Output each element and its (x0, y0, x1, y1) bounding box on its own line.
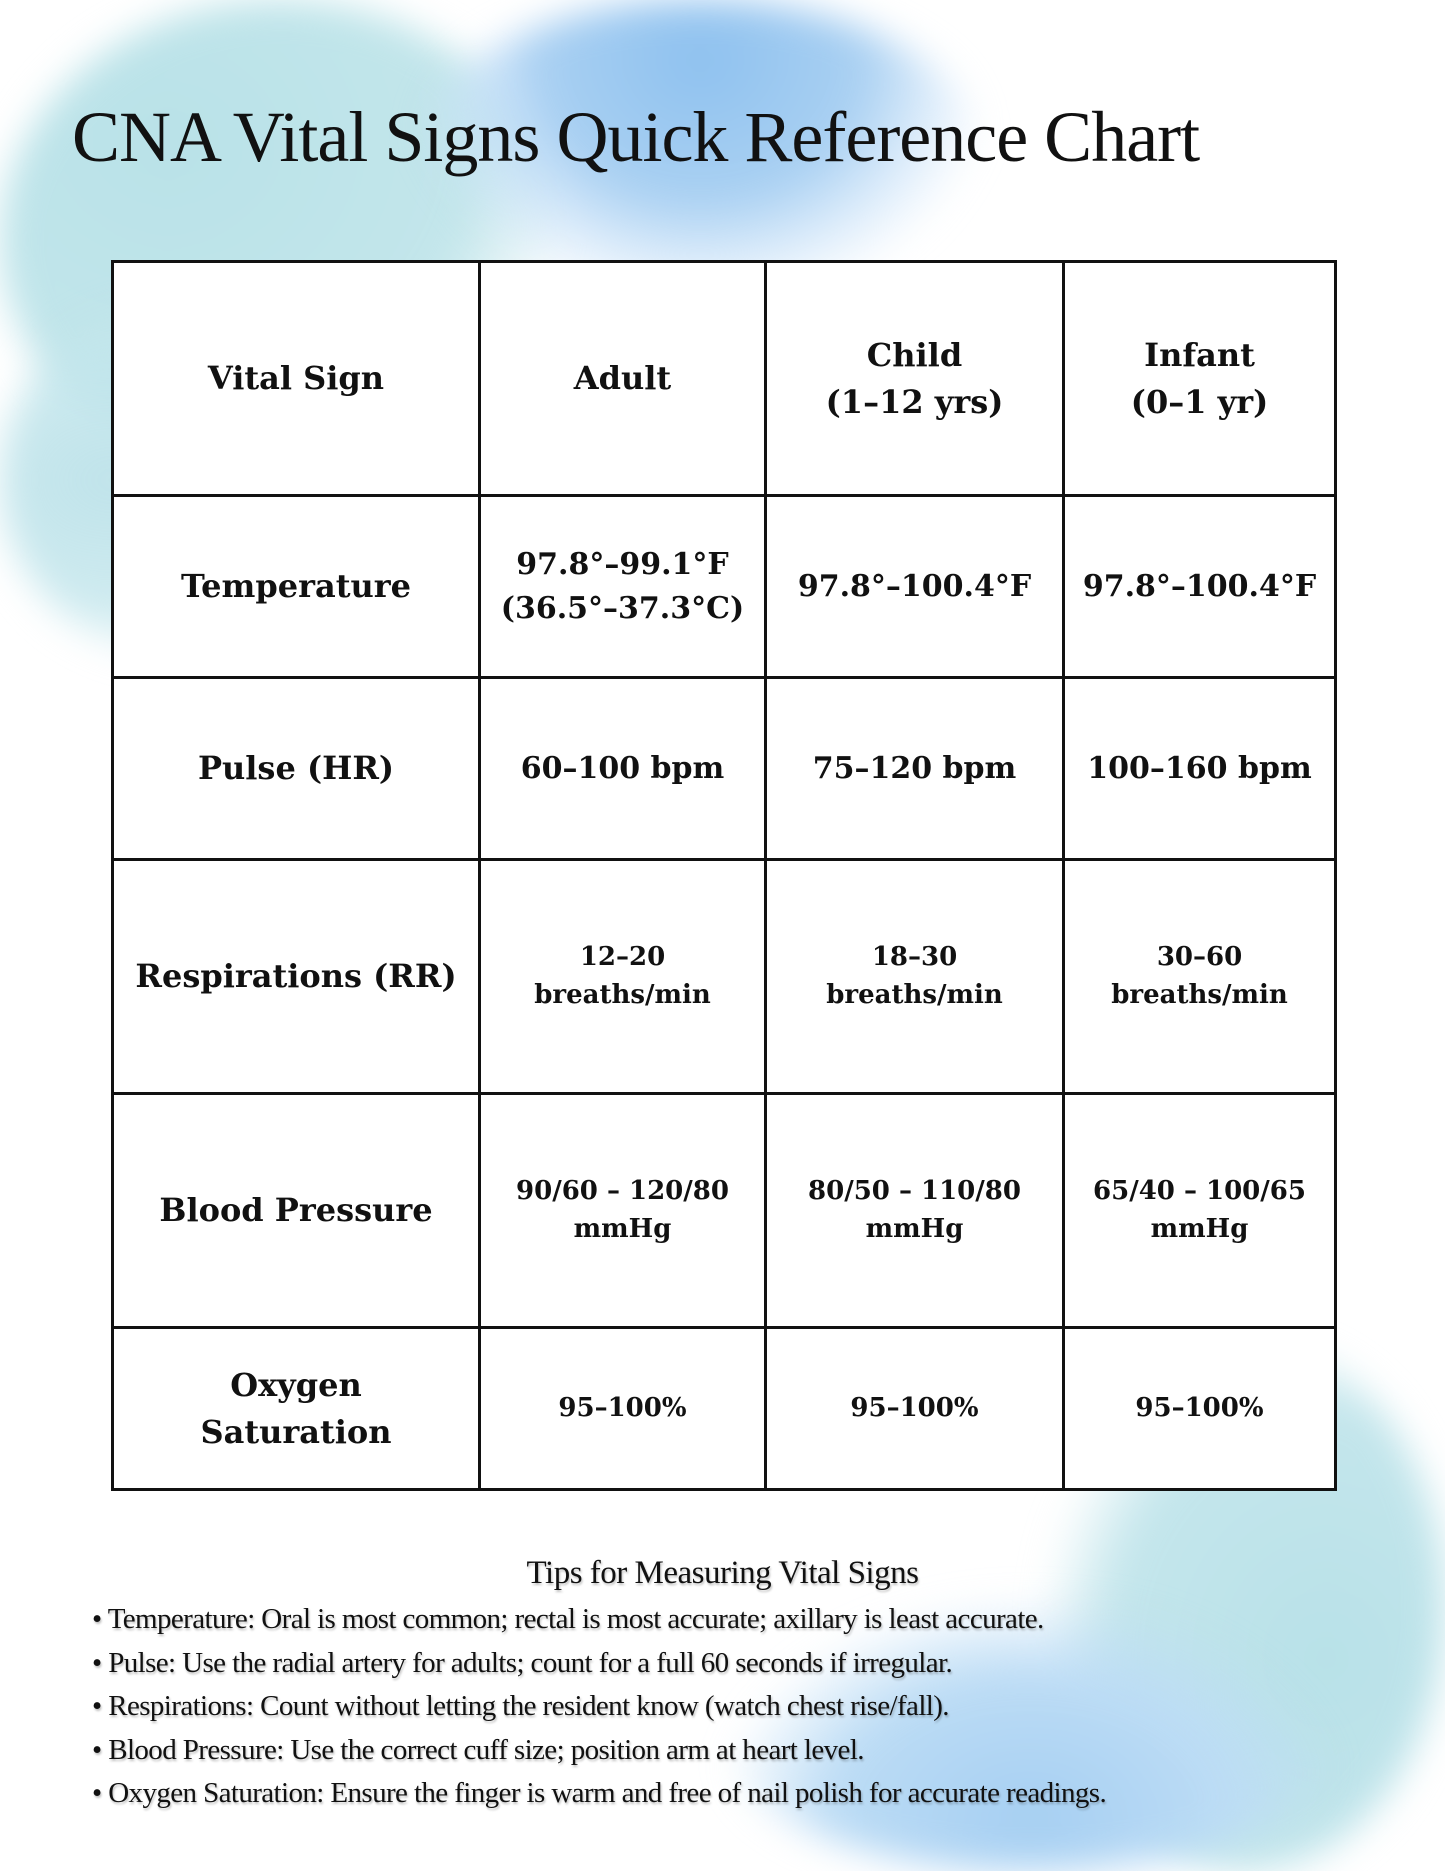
vital-sign-label: Pulse (HR) (111, 676, 481, 861)
child-value: 97.8°–100.4°F (764, 494, 1065, 679)
cell-text: 95–100% (558, 1392, 687, 1423)
cell-text: 12–20 (579, 941, 666, 972)
adult-value: 95–100% (478, 1326, 767, 1491)
cell-text: Respirations (RR) (135, 957, 457, 996)
infant-value: 100–160 bpm (1062, 676, 1337, 861)
adult-value: 90/60 – 120/80 mmHg (478, 1092, 767, 1329)
infant-value: 30–60 breaths/min (1062, 858, 1337, 1095)
adult-value: 97.8°–99.1°F (36.5°–37.3°C) (478, 494, 767, 679)
column-header: Vital Sign (111, 260, 481, 497)
cell-text: 100–160 bpm (1087, 750, 1312, 786)
cell-text: Pulse (HR) (197, 749, 395, 788)
infant-value: 95–100% (1062, 1326, 1337, 1491)
vital-sign-label: Oxygen Saturation (111, 1326, 481, 1491)
cell-text: 97.8°–100.4°F (797, 568, 1032, 604)
tips-list: Temperature: Oral is most common; rectal… (0, 1598, 1445, 1816)
column-header-text: Infant (1144, 336, 1255, 375)
child-value: 95–100% (764, 1326, 1065, 1491)
tip-item: Pulse: Use the radial artery for adults;… (92, 1642, 1405, 1686)
table-row: Temperature 97.8°–99.1°F (36.5°–37.3°C) 97.… (111, 494, 1337, 679)
column-header: Child (1–12 yrs) (764, 260, 1065, 497)
column-header-text: (0–1 yr) (1130, 382, 1269, 421)
adult-value: 60–100 bpm (478, 676, 767, 861)
cell-text: 95–100% (850, 1392, 979, 1423)
tips-section: Tips for Measuring Vital Signs Temperatu… (0, 1555, 1445, 1816)
cell-text: 65/40 – 100/65 (1093, 1175, 1306, 1206)
cell-text: Blood Pressure (159, 1191, 433, 1230)
tip-item: Temperature: Oral is most common; rectal… (92, 1598, 1405, 1642)
cell-text: (36.5°–37.3°C) (500, 590, 745, 626)
vital-signs-table: Vital Sign Adult Child (1–12 yrs) Infant (0–1… (111, 260, 1337, 1491)
vital-sign-label: Blood Pressure (111, 1092, 481, 1329)
table-row: Pulse (HR) 60–100 bpm 75–120 bpm 100–160 bp… (111, 676, 1337, 861)
cell-text: 80/50 – 110/80 (808, 1175, 1021, 1206)
cell-text: mmHg (1150, 1213, 1249, 1244)
cell-text: Oxygen (230, 1366, 362, 1405)
tip-item: Oxygen Saturation: Ensure the finger is … (92, 1772, 1405, 1816)
adult-value: 12–20 breaths/min (478, 858, 767, 1095)
table-row: Oxygen Saturation 95–100% 95–100% 95–100% (111, 1326, 1337, 1491)
cell-text: 18–30 (871, 941, 958, 972)
cell-text: Saturation (200, 1412, 392, 1451)
column-header-text: Adult (573, 359, 672, 398)
cell-text: 30–60 (1156, 941, 1243, 972)
cell-text: 60–100 bpm (520, 750, 725, 786)
cell-text: breaths/min (1111, 979, 1288, 1010)
cell-text: 95–100% (1135, 1392, 1264, 1423)
tips-heading: Tips for Measuring Vital Signs (526, 1555, 919, 1591)
cell-text: mmHg (573, 1213, 672, 1244)
infant-value: 65/40 – 100/65 mmHg (1062, 1092, 1337, 1329)
vital-sign-label: Temperature (111, 494, 481, 679)
column-header: Infant (0–1 yr) (1062, 260, 1337, 497)
cell-text: breaths/min (534, 979, 711, 1010)
cell-text: mmHg (865, 1213, 964, 1244)
column-header-text: (1–12 yrs) (825, 382, 1004, 421)
column-header-text: Child (866, 336, 963, 375)
watercolor-decoration (420, 0, 980, 300)
table-row: Blood Pressure 90/60 – 120/80 mmHg 80/50 – … (111, 1092, 1337, 1329)
cell-text: 97.8°–100.4°F (1082, 568, 1317, 604)
infant-value: 97.8°–100.4°F (1062, 494, 1337, 679)
child-value: 80/50 – 110/80 mmHg (764, 1092, 1065, 1329)
cell-text: 90/60 – 120/80 (516, 1175, 729, 1206)
header-row: Vital Sign Adult Child (1–12 yrs) Infant (0–1… (111, 260, 1337, 497)
child-value: 18–30 breaths/min (764, 858, 1065, 1095)
cell-text: 75–120 bpm (812, 750, 1017, 786)
cell-text: breaths/min (826, 979, 1003, 1010)
cell-text: 97.8°–99.1°F (516, 547, 729, 582)
child-value: 75–120 bpm (764, 676, 1065, 861)
page-title: CNA Vital Signs Quick Reference Chart (72, 97, 1200, 177)
column-header: Adult (478, 260, 767, 497)
column-header-text: Vital Sign (207, 359, 385, 398)
table-row: Respirations (RR) 12–20 breaths/min 18–30 br… (111, 858, 1337, 1095)
tip-item: Blood Pressure: Use the correct cuff siz… (92, 1729, 1405, 1773)
vital-sign-label: Respirations (RR) (111, 858, 481, 1095)
tip-item: Respirations: Count without letting the … (92, 1685, 1405, 1729)
cell-text: Temperature (181, 567, 411, 606)
